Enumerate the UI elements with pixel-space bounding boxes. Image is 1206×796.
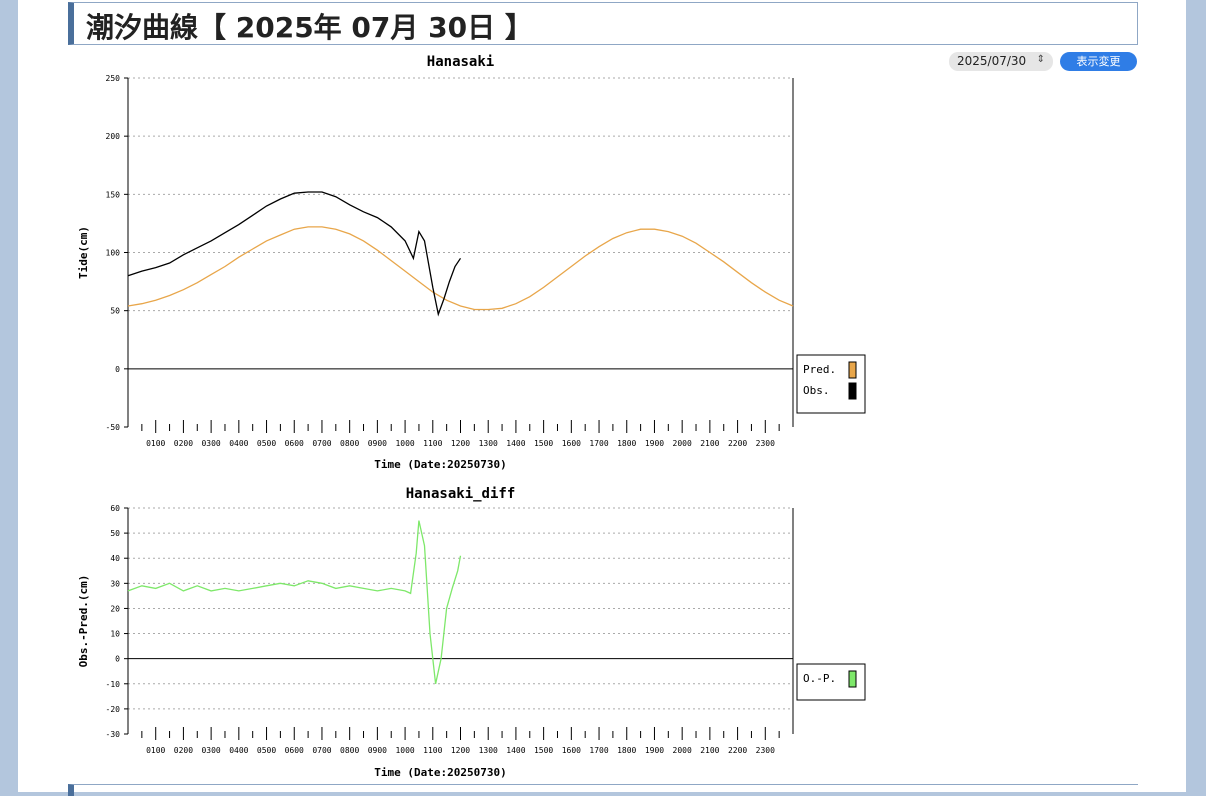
x-tick-label: 0700 [312,746,331,755]
x-tick-label: 1500 [534,746,553,755]
x-tick-label: 1000 [395,746,414,755]
x-tick-label: 0100 [146,439,165,448]
y-tick-label: 30 [110,579,120,588]
chart-title: Hanasaki [427,54,494,70]
x-tick-label: 0400 [229,439,248,448]
chevron-updown-icon: ⇕ [1036,54,1045,65]
x-tick-label: 1700 [589,439,608,448]
change-display-button[interactable]: 表示変更 [1060,52,1137,71]
legend-label: O.-P. [803,672,836,685]
x-tick-label: 2100 [700,439,719,448]
y-tick-label: 200 [106,132,121,141]
x-tick-label: 1800 [617,439,636,448]
legend-swatch [848,361,857,379]
date-select[interactable]: 2025/07/30 ⇕ [949,52,1053,71]
x-tick-label: 0700 [312,439,331,448]
x-tick-label: 1300 [479,439,498,448]
x-tick-label: 1000 [395,439,414,448]
y-tick-label: 10 [110,630,120,639]
y-tick-label: 250 [106,74,121,83]
y-tick-label: -10 [106,680,121,689]
y-tick-label: -50 [106,423,121,432]
x-tick-label: 0300 [201,746,220,755]
x-tick-label: 1200 [451,439,470,448]
x-tick-label: 1700 [589,746,608,755]
x-tick-label: 1900 [645,439,664,448]
y-tick-label: -30 [106,730,121,739]
legend-swatch [848,382,857,400]
page-panel [18,0,1186,792]
x-tick-label: 1100 [423,439,442,448]
x-tick-label: 1200 [451,746,470,755]
x-tick-label: 0600 [285,746,304,755]
y-tick-label: 20 [110,604,120,613]
y-axis-label: Obs.-Pred.(cm) [77,575,90,668]
x-tick-label: 2300 [756,439,775,448]
series-line [127,520,462,684]
x-tick-label: 0500 [257,439,276,448]
x-tick-label: 0800 [340,439,359,448]
y-tick-label: 0 [115,655,120,664]
series-line [127,191,462,317]
x-tick-label: 0400 [229,746,248,755]
x-tick-label: 0900 [368,439,387,448]
page-title: 潮汐曲線【 2025年 07月 30日 】 [86,11,533,44]
x-tick-label: 0600 [285,439,304,448]
y-tick-label: 150 [106,190,121,199]
x-axis-label: Time (Date:20250730) [374,766,506,779]
x-tick-label: 2000 [673,439,692,448]
x-tick-label: 0100 [146,746,165,755]
x-tick-label: 0800 [340,746,359,755]
x-tick-label: 1300 [479,746,498,755]
chart-title: Hanasaki_diff [406,486,516,502]
x-tick-label: 1400 [506,439,525,448]
x-tick-label: 2000 [673,746,692,755]
y-axis-label: Tide(cm) [77,226,90,279]
legend-label: Pred. [803,363,836,376]
x-tick-label: 0200 [174,746,193,755]
tide-chart: Hanasaki 250 200 150 100 50 0 -50 0100 0200 0300 04… [77,54,866,471]
next-section-bar [68,784,1138,796]
y-tick-label: 50 [110,307,120,316]
title-bar: 潮汐曲線【 2025年 07月 30日 】 [68,2,1138,45]
legend-box [796,663,866,701]
y-tick-label: 60 [110,504,120,513]
y-tick-label: 100 [106,249,121,258]
x-tick-label: 1600 [562,746,581,755]
x-tick-label: 1400 [506,746,525,755]
x-tick-label: 1100 [423,746,442,755]
tide-diff-chart: Hanasaki_diff 60 50 40 30 20 10 0 -10 -20 -30 0100 0… [77,486,866,779]
x-tick-label: 2200 [728,439,747,448]
x-tick-label: 1900 [645,746,664,755]
x-tick-label: 1500 [534,439,553,448]
date-select-value: 2025/07/30 [957,54,1027,68]
x-tick-label: 2300 [756,746,775,755]
legend-label: Obs. [803,384,830,397]
legend-swatch [848,670,857,688]
y-tick-label: 40 [110,554,120,563]
y-tick-label: -20 [106,705,121,714]
series-line [127,226,794,311]
x-tick-label: 0900 [368,746,387,755]
x-tick-label: 1800 [617,746,636,755]
y-tick-label: 0 [115,365,120,374]
x-tick-label: 1600 [562,439,581,448]
x-tick-label: 0500 [257,746,276,755]
x-axis-label: Time (Date:20250730) [374,458,506,471]
x-tick-label: 0300 [201,439,220,448]
y-tick-label: 50 [110,529,120,538]
x-tick-label: 2100 [700,746,719,755]
x-tick-label: 2200 [728,746,747,755]
x-tick-label: 0200 [174,439,193,448]
